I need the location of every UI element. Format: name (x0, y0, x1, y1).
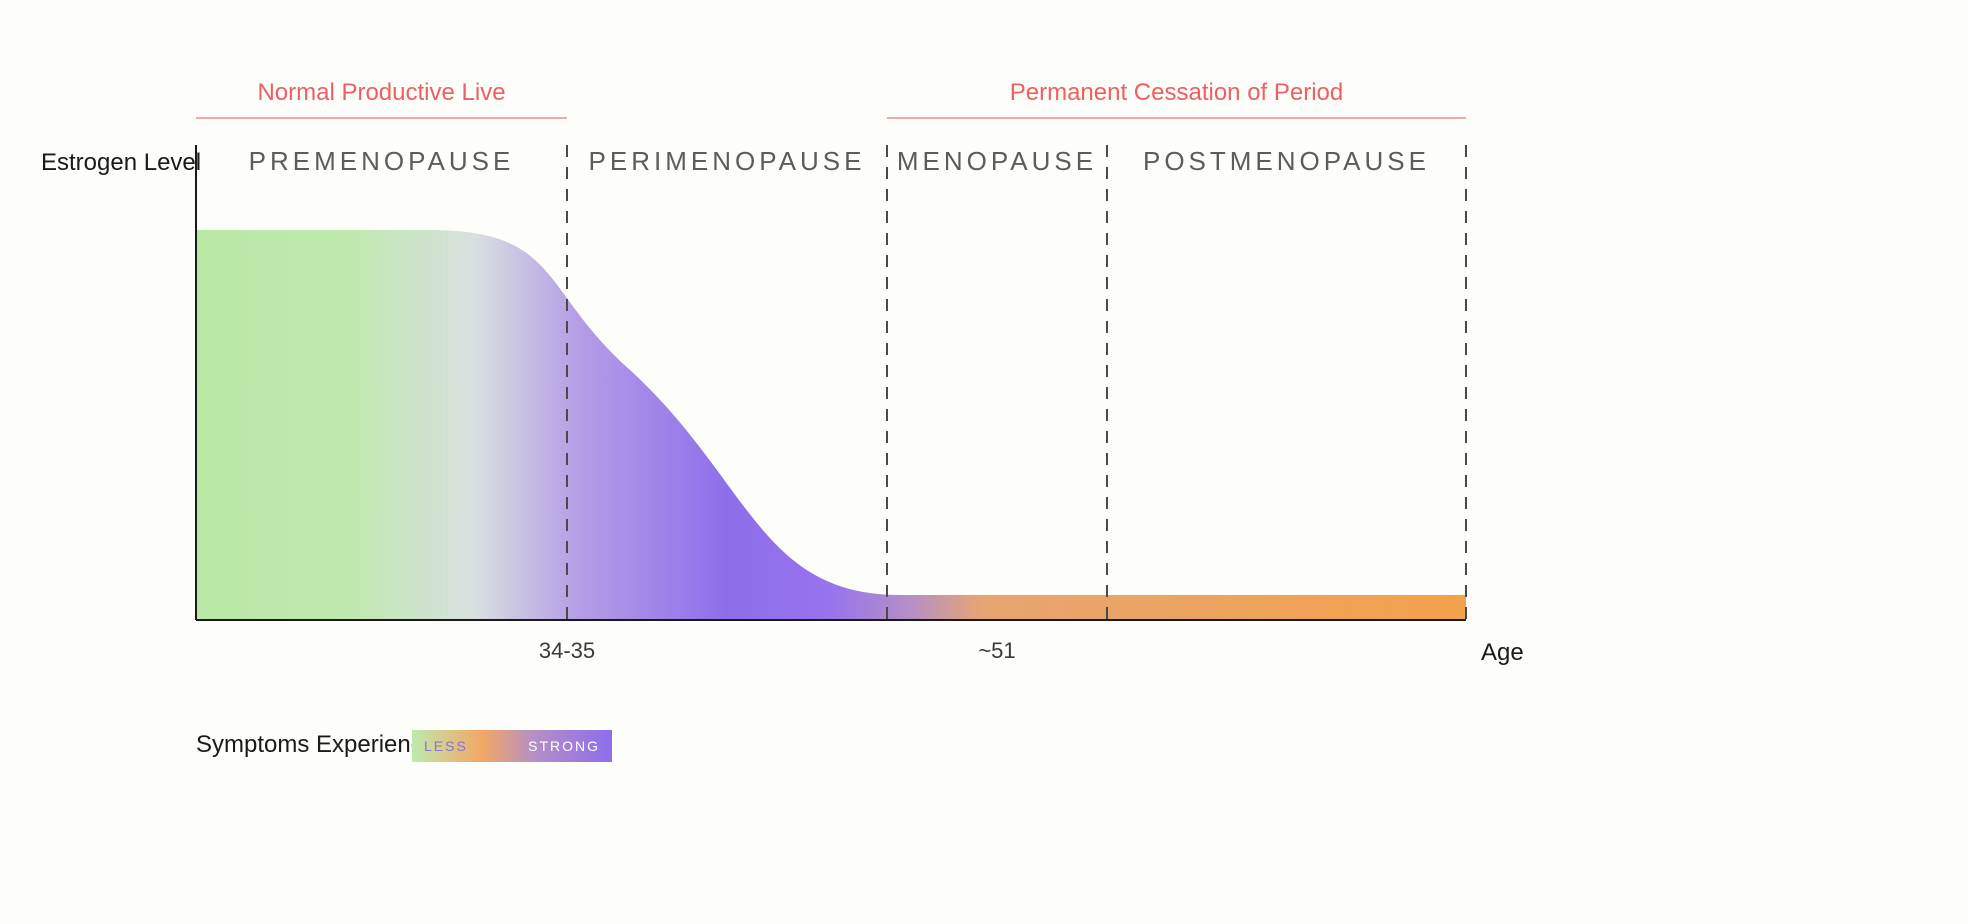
y-axis-label: Estrogen Level (41, 149, 201, 176)
x-tick-0: 34-35 (539, 638, 595, 663)
phase-header-0: Normal Productive Live (257, 79, 505, 106)
legend-title: Symptoms Experience (196, 731, 436, 758)
chart-svg: Normal Productive Live Permanent Cessatio… (0, 0, 1968, 924)
phase-label-1: PERIMENOPAUSE (589, 146, 866, 176)
x-axis-label: Age (1481, 639, 1524, 666)
x-tick-1: ~51 (978, 638, 1015, 663)
phase-label-2: MENOPAUSE (897, 146, 1097, 176)
estrogen-chart: Normal Productive Live Permanent Cessatio… (0, 0, 1968, 924)
legend-less-label: LESS (424, 738, 468, 754)
phase-label-0: PREMENOPAUSE (249, 146, 515, 176)
phase-header-1: Permanent Cessation of Period (1010, 79, 1344, 106)
estrogen-area (196, 230, 1466, 620)
legend-strong-label: STRONG (528, 738, 600, 754)
phase-label-3: POSTMENOPAUSE (1143, 146, 1430, 176)
